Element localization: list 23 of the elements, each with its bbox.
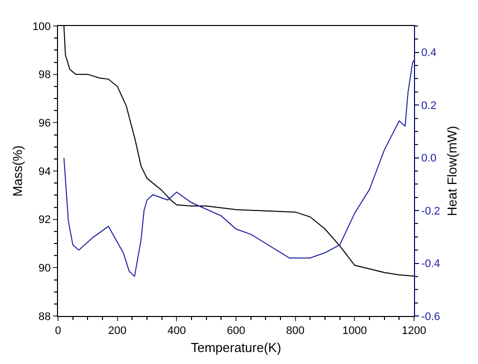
y2-tick-label: -0.4	[421, 258, 440, 270]
y-axis-title: Mass(%)	[10, 145, 25, 197]
x-tick-label: 400	[167, 325, 186, 338]
x-tick-label: 0	[54, 325, 62, 338]
y2-tick-label: -0.6	[421, 310, 440, 323]
x-axis-title: Temperature(K)	[190, 340, 282, 355]
y-tick-label: 88	[38, 310, 51, 323]
y-tick-label: 94	[38, 166, 51, 178]
y2-tick-label: 0.4	[421, 47, 436, 60]
x-tick-label: 1200	[402, 325, 426, 338]
y2-tick-label: 0.2	[421, 100, 436, 112]
x-tick-label: 1000	[342, 325, 367, 338]
y2-tick-label: 0.0	[421, 152, 436, 165]
y-tick-label: 96	[38, 118, 51, 130]
y-tick-label: 98	[38, 69, 51, 82]
x-tick-label: 200	[108, 325, 127, 338]
y-tick-label: 90	[38, 262, 51, 275]
x-tick-label: 800	[286, 325, 305, 338]
y2-axis-title: Heat Flow(mW)	[444, 126, 460, 216]
y-tick-label: 100	[32, 20, 51, 33]
y2-tick-label: -0.2	[421, 205, 440, 218]
y-tick-label: 92	[38, 214, 51, 226]
x-tick-label: 600	[226, 325, 246, 338]
